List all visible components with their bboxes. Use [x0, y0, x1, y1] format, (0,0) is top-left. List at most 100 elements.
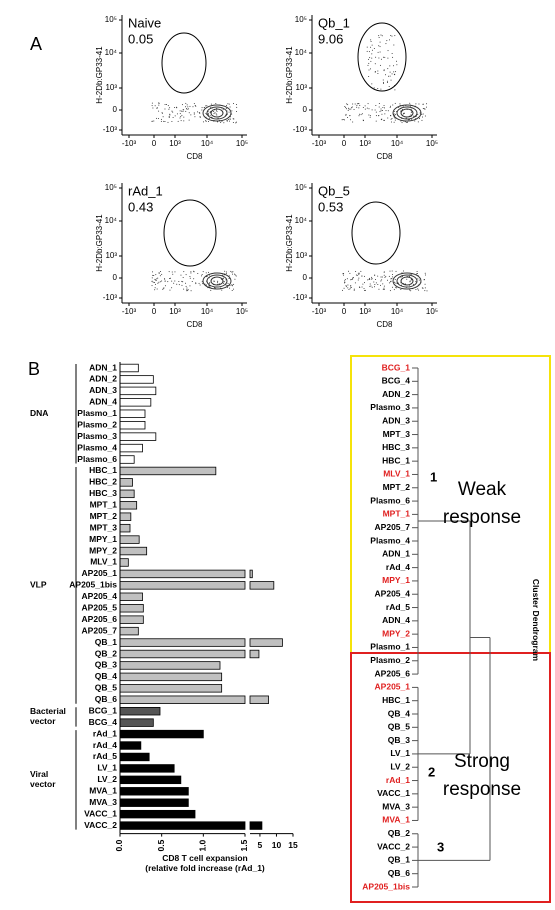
event-dot — [388, 282, 390, 284]
event-dot — [216, 114, 218, 116]
event-dot — [205, 119, 207, 121]
event-dot — [371, 57, 373, 59]
event-dot — [370, 60, 372, 62]
category-label: VACC_2 — [84, 820, 117, 830]
event-dot — [393, 121, 395, 123]
event-dot — [167, 121, 169, 123]
event-dot — [229, 106, 231, 108]
event-dot — [371, 53, 373, 55]
event-dot — [223, 122, 225, 124]
event-dot — [151, 105, 153, 107]
event-dot — [202, 271, 204, 273]
event-dot — [191, 281, 193, 283]
event-dot — [172, 273, 174, 275]
x-tick-label: -10³ — [122, 307, 137, 316]
event-dot — [395, 282, 397, 284]
event-dot — [226, 271, 228, 273]
event-dot — [380, 284, 382, 286]
event-dot — [199, 116, 201, 118]
panel-label: B — [28, 359, 40, 379]
event-dot — [190, 114, 192, 116]
event-dot — [183, 271, 185, 273]
event-dot — [378, 35, 380, 37]
event-dot — [366, 50, 368, 52]
gate — [163, 199, 217, 267]
bar — [249, 649, 260, 659]
leaf-label: ADN_2 — [382, 389, 410, 399]
event-dot — [172, 117, 174, 119]
event-dot — [361, 286, 363, 288]
event-dot — [220, 121, 222, 123]
plot-value: 0.43 — [128, 200, 153, 215]
event-dot — [169, 114, 171, 116]
event-dot — [185, 102, 187, 104]
event-dot — [385, 74, 387, 76]
event-dot — [160, 120, 162, 122]
response-label: response — [443, 779, 521, 800]
event-dot — [391, 286, 393, 288]
event-dot — [380, 58, 382, 60]
event-dot — [179, 110, 181, 112]
event-dot — [407, 121, 409, 123]
event-dot — [159, 281, 161, 283]
event-dot — [164, 285, 166, 287]
event-dot — [371, 278, 373, 280]
event-dot — [389, 71, 391, 73]
event-dot — [350, 286, 352, 288]
event-dot — [231, 273, 233, 275]
event-dot — [350, 107, 352, 109]
event-dot — [395, 71, 397, 73]
event-dot — [227, 282, 229, 284]
event-dot — [225, 284, 227, 286]
event-dot — [355, 271, 357, 273]
event-dot — [162, 288, 164, 290]
bar — [119, 375, 154, 384]
leaf-label: QB_3 — [388, 735, 410, 745]
event-dot — [371, 109, 373, 111]
event-dot — [193, 112, 195, 114]
event-dot — [198, 282, 200, 284]
leaf-label: QB_5 — [388, 722, 410, 732]
event-dot — [181, 104, 183, 106]
event-dot — [407, 119, 409, 121]
category-label: LV_2 — [97, 774, 117, 784]
leaf-label: MPT_1 — [383, 509, 411, 519]
event-dot — [341, 119, 343, 121]
event-dot — [156, 288, 158, 290]
event-dot — [168, 108, 170, 110]
x-tick-label: 10³ — [169, 307, 181, 316]
event-dot — [349, 288, 351, 290]
event-dot — [235, 110, 237, 112]
bar — [119, 386, 157, 396]
leaf-label: HBC_1 — [382, 455, 410, 465]
x-tick-label: 1.5 — [239, 839, 249, 851]
event-dot — [416, 271, 418, 273]
leaf-label: QB_1 — [388, 855, 410, 865]
x-tick-label: 10⁵ — [236, 139, 248, 148]
bar — [119, 729, 204, 739]
event-dot — [409, 281, 411, 283]
plot-name: Naive — [128, 16, 161, 31]
event-dot — [350, 279, 352, 281]
event-dot — [357, 272, 359, 274]
event-dot — [342, 119, 344, 121]
event-dot — [347, 284, 349, 286]
x-axis-label: CD8 — [376, 320, 393, 329]
leaf-label: Plasmo_6 — [370, 495, 410, 505]
category-label: HBC_3 — [89, 488, 117, 498]
category-label: AP205_7 — [82, 625, 118, 635]
event-dot — [158, 110, 160, 112]
event-dot — [380, 110, 382, 112]
event-dot — [151, 285, 153, 287]
event-dot — [185, 274, 187, 276]
event-dot — [346, 103, 348, 105]
event-dot — [152, 271, 154, 273]
event-dot — [182, 110, 184, 112]
category-label: Plasmo_6 — [77, 454, 117, 464]
event-dot — [369, 68, 371, 70]
x-tick-label: 10⁵ — [426, 307, 438, 316]
contour — [206, 106, 228, 120]
event-dot — [410, 290, 412, 292]
group-label: Bacterial vector — [30, 706, 66, 726]
event-dot — [402, 105, 404, 107]
